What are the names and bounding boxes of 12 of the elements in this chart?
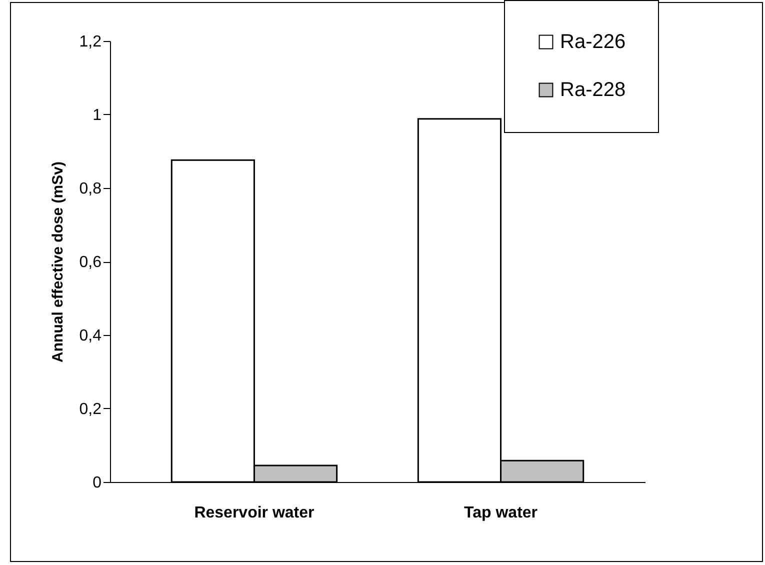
y-tick-label: 0,8 xyxy=(79,180,102,198)
legend-label: Ra-228 xyxy=(560,79,626,101)
y-tick-label: 0,4 xyxy=(79,328,102,344)
y-tick-label: 1 xyxy=(92,107,102,124)
legend-label: Ra-226 xyxy=(560,31,626,53)
y-axis-title: Annual effective dose (mSv) xyxy=(49,162,66,362)
x-tick-label: Tap water xyxy=(464,504,538,522)
x-tick-label: Reservoir water xyxy=(194,504,314,522)
y-tick-label: 1,2 xyxy=(79,34,102,50)
y-tick-label: 0,2 xyxy=(79,401,102,418)
y-tick-label: 0,6 xyxy=(79,254,102,271)
y-tick-label: 0 xyxy=(92,474,102,492)
